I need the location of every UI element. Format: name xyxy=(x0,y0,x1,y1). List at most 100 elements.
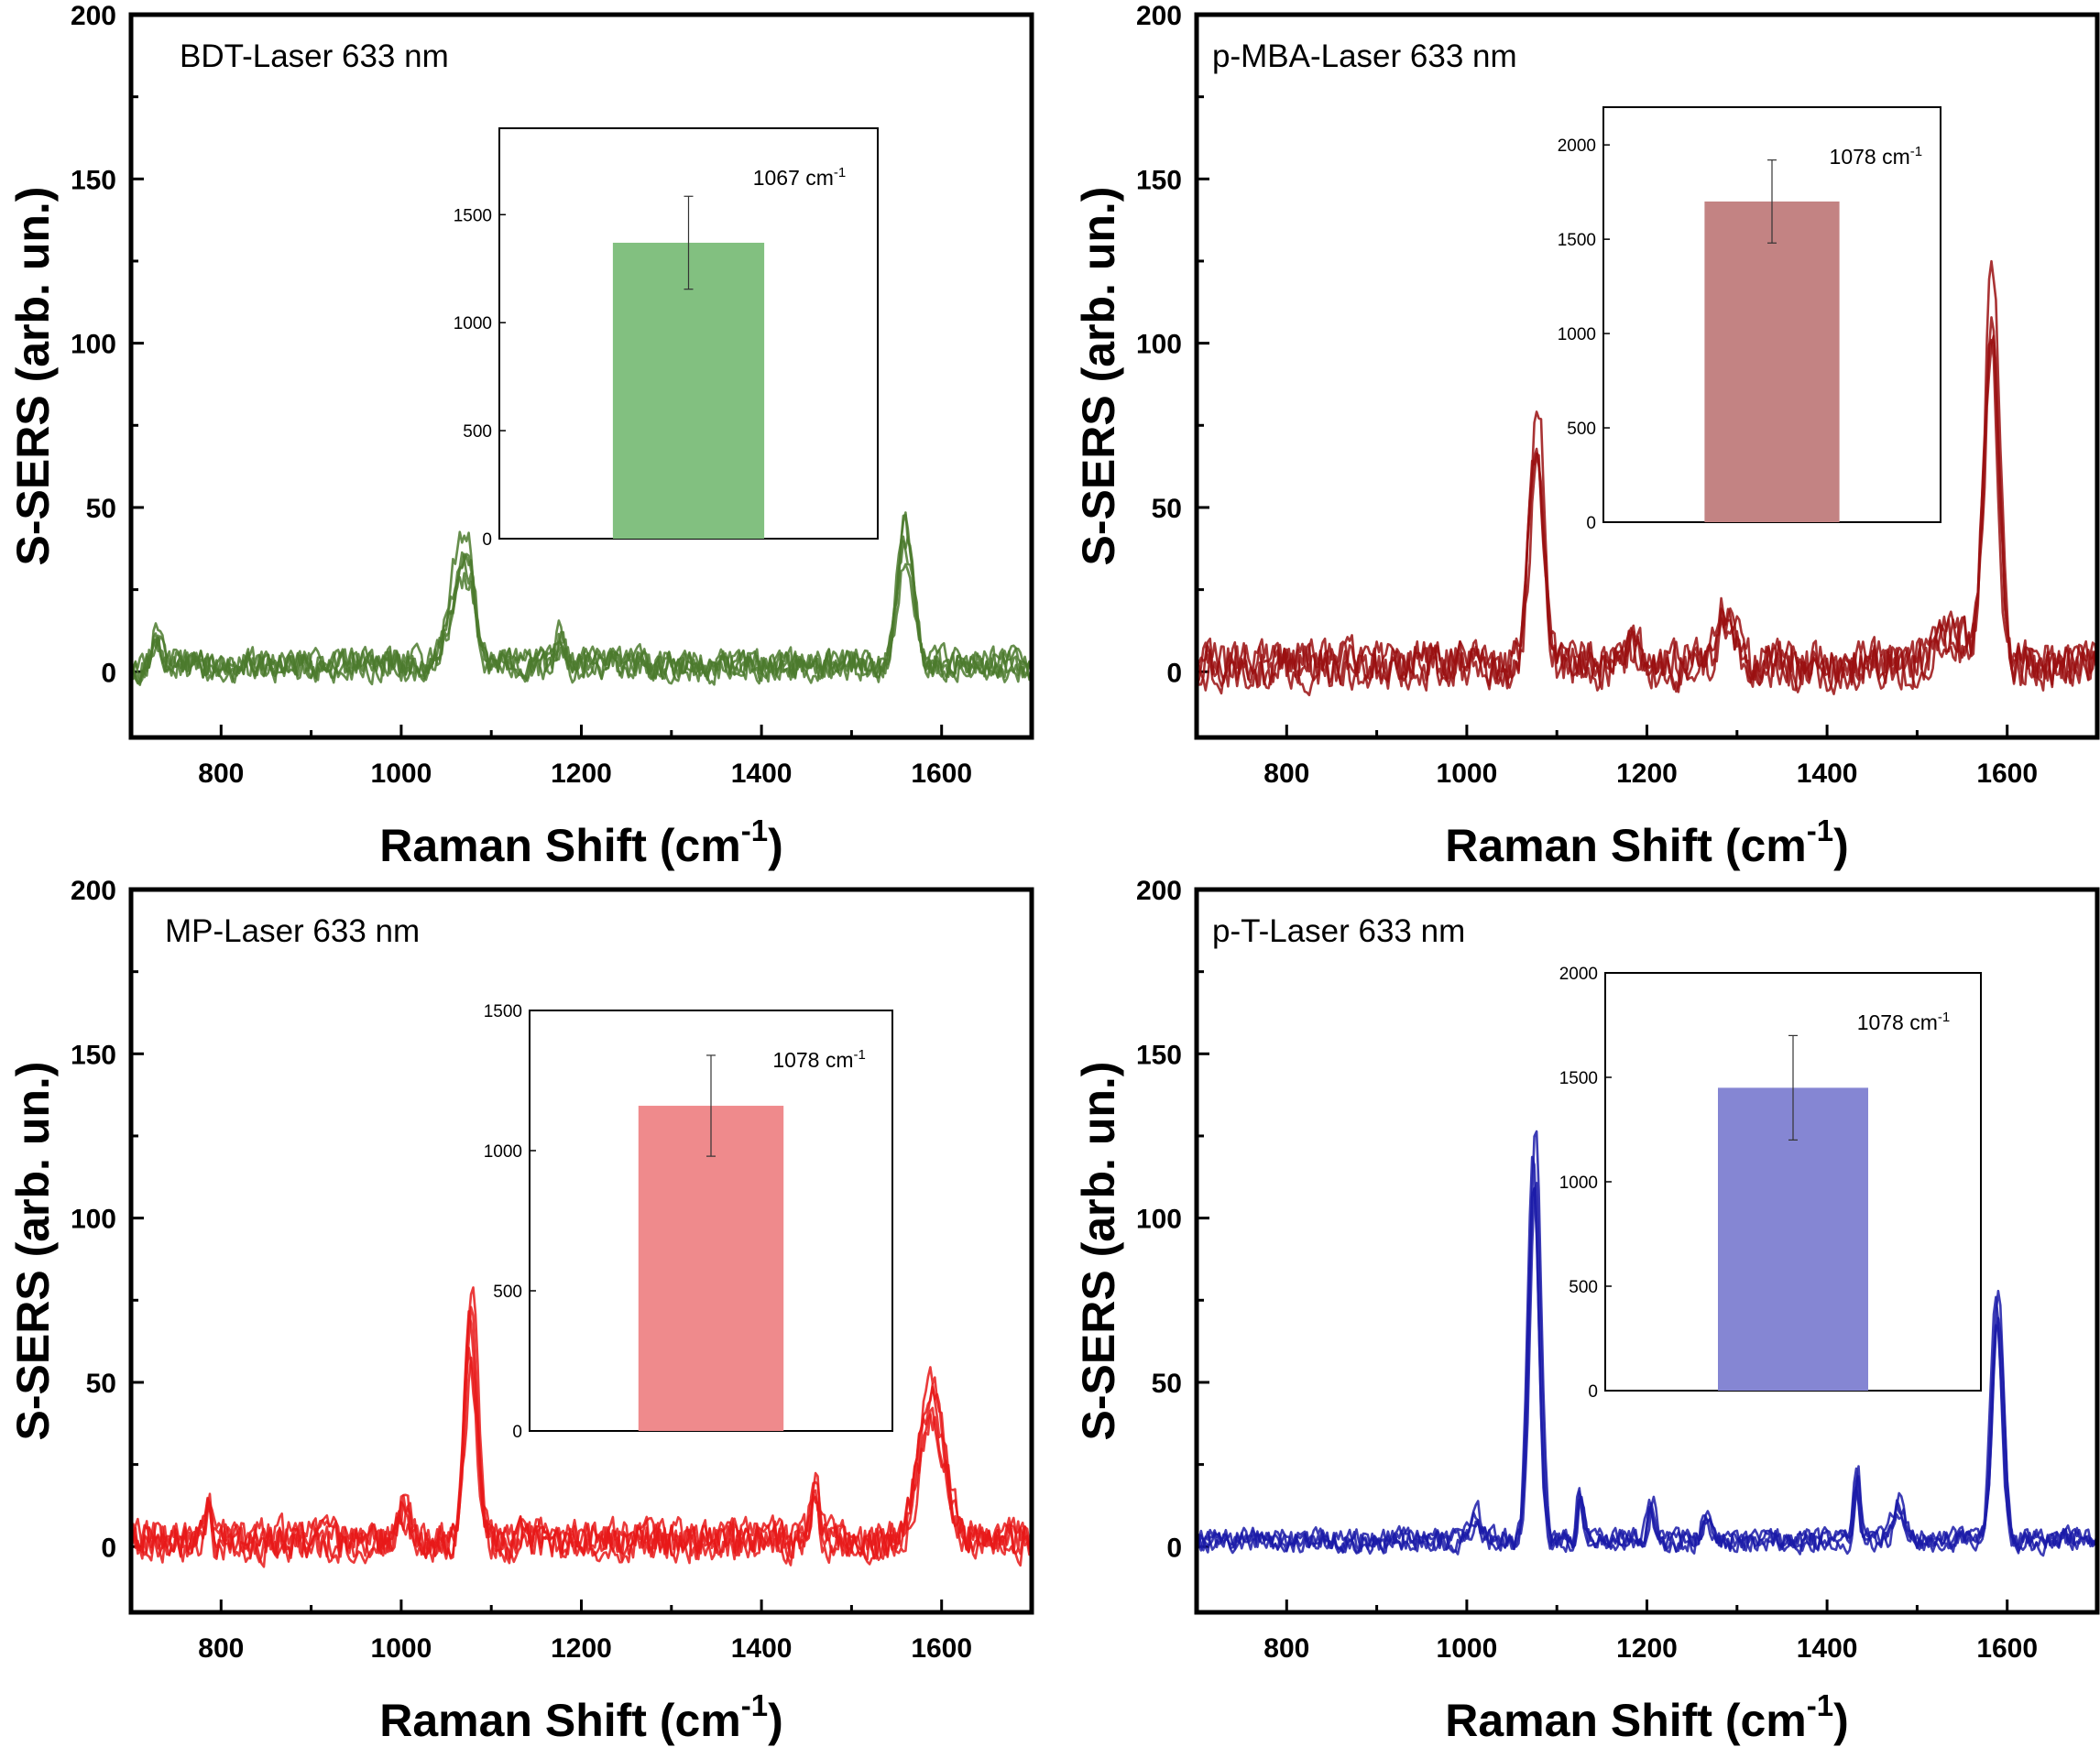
y-tick-label: 0 xyxy=(1166,658,1182,688)
inset-annotation: 1078 cm-1 xyxy=(1857,1010,1951,1034)
y-tick-label: 100 xyxy=(71,1205,116,1235)
x-tick-label: 800 xyxy=(198,759,244,789)
x-axis-title-main: Raman Shift (cm xyxy=(1445,1695,1807,1746)
inset-y-tick-label: 0 xyxy=(482,530,492,550)
x-axis-title: Raman Shift (cm-1) xyxy=(379,813,783,871)
spectrum-traces xyxy=(131,1286,1032,1568)
x-axis-title-main: Raman Shift (cm xyxy=(379,820,741,871)
panel-title: p-MBA-Laser 633 nm xyxy=(1212,38,1517,74)
x-tick-label: 1600 xyxy=(1976,759,2038,789)
inset-annotation-main: 1067 cm xyxy=(753,166,834,190)
x-tick-label: 1200 xyxy=(551,1633,612,1664)
y-tick-label: 0 xyxy=(1166,1533,1182,1563)
inset-y-tick-label: 500 xyxy=(493,1283,522,1302)
x-tick-label: 1400 xyxy=(1797,759,1858,789)
x-tick-label: 1400 xyxy=(731,759,793,789)
y-tick-label: 0 xyxy=(101,658,116,688)
y-tick-label: 0 xyxy=(101,1533,116,1563)
inset-y-tick-label: 1500 xyxy=(484,1002,522,1021)
inset-bar-chart: 0 500 1000 1500 1078 cm-1 xyxy=(484,1002,893,1442)
x-tick-label: 1600 xyxy=(1976,1633,2038,1664)
inset-bar xyxy=(638,1106,784,1431)
inset-y-tick-label: 2000 xyxy=(1559,965,1598,984)
panel-top-left: 800 1000 1200 1400 1600 0 50 100 150 200 BDT-Laser… xyxy=(7,1,1034,871)
y-axis-title: S-SERS (arb. un.) xyxy=(1073,1062,1124,1441)
inset-annotation-main: 1078 cm xyxy=(772,1048,853,1072)
inset-y-tick-label: 0 xyxy=(512,1423,522,1442)
inset-y-tick-label: 0 xyxy=(1588,1382,1598,1402)
y-tick-label: 50 xyxy=(1152,1369,1182,1399)
panel-top-right: 800 1000 1200 1400 1600 0 50 100 150 200 p-MBA-Las… xyxy=(1073,1,2100,871)
spectrum-trace xyxy=(1197,1182,2097,1555)
x-tick-label: 1600 xyxy=(911,1633,972,1664)
x-tick-label: 1600 xyxy=(911,759,972,789)
x-axis-title-sup: -1 xyxy=(1807,813,1833,847)
inset-y-tick-label: 1000 xyxy=(1559,1174,1598,1193)
inset-annotation: 1078 cm-1 xyxy=(1830,144,1923,169)
inset-y-tick-label: 1500 xyxy=(454,206,492,225)
y-tick-label: 150 xyxy=(1136,165,1182,195)
y-tick-label: 200 xyxy=(1136,1,1182,31)
spectrum-trace xyxy=(1197,259,2097,697)
x-axis-title-end: ) xyxy=(1833,820,1849,871)
x-axis-title-sup: -1 xyxy=(741,1688,768,1722)
inset-y-tick-label: 500 xyxy=(1569,1278,1598,1297)
inset-y-tick-label: 1000 xyxy=(1558,325,1596,344)
spectrum-traces xyxy=(1197,259,2097,697)
inset-bar-chart: 0 500 1000 1500 2000 1078 cm-1 xyxy=(1559,965,1982,1402)
y-axis-title: S-SERS (arb. un.) xyxy=(1073,187,1124,566)
x-tick-label: 1200 xyxy=(1616,759,1678,789)
inset-annotation: 1078 cm-1 xyxy=(772,1047,866,1072)
x-axis-title-end: ) xyxy=(768,820,783,871)
plot-frame xyxy=(128,887,1034,1615)
x-axis-title: Raman Shift (cm-1) xyxy=(1445,1688,1849,1746)
panel-bottom-right: 800 1000 1200 1400 1600 0 50 100 150 200 p-T-Laser… xyxy=(1073,876,2100,1746)
x-tick-label: 1000 xyxy=(1437,1633,1498,1664)
y-tick-label: 200 xyxy=(71,876,116,906)
y-tick-label: 150 xyxy=(1136,1040,1182,1070)
x-tick-label: 1000 xyxy=(371,759,432,789)
inset-annotation-sup: -1 xyxy=(834,165,846,180)
plot-frame xyxy=(128,12,1034,740)
y-tick-label: 100 xyxy=(1136,1205,1182,1235)
spectrum-trace xyxy=(131,1346,1032,1567)
panel-title: BDT-Laser 633 nm xyxy=(180,38,449,74)
plot-frame xyxy=(1194,12,2100,740)
inset-annotation-sup: -1 xyxy=(1938,1010,1950,1025)
inset-annotation: 1067 cm-1 xyxy=(753,165,847,190)
y-tick-label: 50 xyxy=(86,1369,116,1399)
x-tick-label: 1400 xyxy=(1797,1633,1858,1664)
panel-title: p-T-Laser 633 nm xyxy=(1212,913,1465,949)
x-tick-label: 1000 xyxy=(371,1633,432,1664)
spectrum-trace xyxy=(1197,338,2097,693)
x-axis-title: Raman Shift (cm-1) xyxy=(379,1688,783,1746)
y-axis-title: S-SERS (arb. un.) xyxy=(7,187,59,566)
x-tick-label: 1200 xyxy=(1616,1633,1678,1664)
x-axis-title-main: Raman Shift (cm xyxy=(379,1695,741,1746)
spectrum-traces xyxy=(1197,1130,2097,1557)
y-tick-label: 50 xyxy=(86,494,116,524)
y-tick-label: 200 xyxy=(71,1,116,31)
inset-bar-chart: 0 500 1000 1500 1067 cm-1 xyxy=(454,127,879,550)
inset-annotation-sup: -1 xyxy=(854,1047,866,1063)
inset-y-tick-label: 1500 xyxy=(1558,231,1596,250)
y-tick-label: 200 xyxy=(1136,876,1182,906)
x-tick-label: 1000 xyxy=(1437,759,1498,789)
inset-y-tick-label: 1000 xyxy=(484,1142,522,1162)
x-axis-title-main: Raman Shift (cm xyxy=(1445,820,1807,871)
inset-annotation-sup: -1 xyxy=(1910,144,1922,159)
y-tick-label: 100 xyxy=(1136,330,1182,360)
x-axis-title-end: ) xyxy=(768,1695,783,1746)
inset-bar xyxy=(612,242,765,539)
x-tick-label: 800 xyxy=(198,1633,244,1664)
x-axis-title-end: ) xyxy=(1833,1695,1849,1746)
inset-bar-chart: 0 500 1000 1500 2000 1078 cm-1 xyxy=(1558,106,1941,533)
x-axis-title: Raman Shift (cm-1) xyxy=(1445,813,1849,871)
spectrum-traces xyxy=(131,511,1032,686)
y-axis-title: S-SERS (arb. un.) xyxy=(7,1062,59,1441)
x-axis-title-sup: -1 xyxy=(1807,1688,1833,1722)
spectrum-trace xyxy=(131,511,1032,684)
inset-y-tick-label: 1500 xyxy=(1559,1069,1598,1088)
panel-bottom-left: 800 1000 1200 1400 1600 0 50 100 150 200 MP-Laser … xyxy=(7,876,1034,1746)
